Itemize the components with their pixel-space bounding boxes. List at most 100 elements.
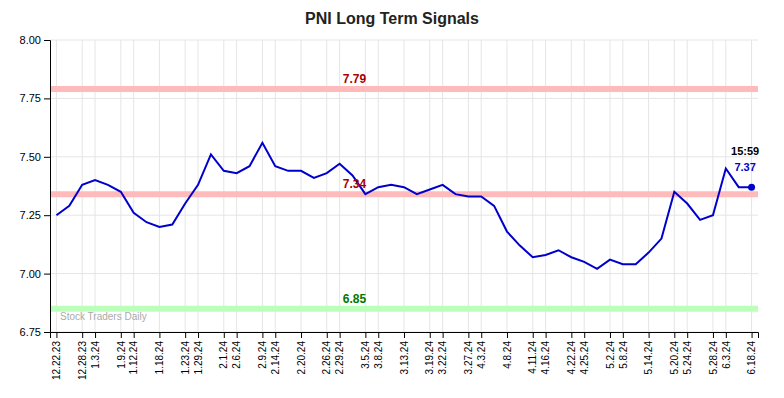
x-tick-label: 1.23.24: [180, 341, 191, 375]
grid-line-x: [506, 40, 507, 332]
x-tick-mark: [327, 332, 328, 338]
grid-line-x: [339, 40, 340, 332]
grid-line-x: [404, 40, 405, 332]
x-tick-mark: [687, 332, 688, 338]
x-tick-mark: [713, 332, 714, 338]
grid-line-x: [262, 40, 263, 332]
x-tick-mark: [571, 332, 572, 338]
x-tick: 2.26.24: [321, 332, 332, 374]
x-tick: 5.14.24: [643, 332, 654, 374]
y-tick-label: 7.00: [20, 268, 41, 280]
x-tick-label: 2.29.24: [334, 341, 345, 375]
y-tick-mark: [44, 157, 50, 158]
x-tick-mark: [443, 332, 444, 338]
x-tick-label: 4.16.24: [540, 341, 551, 375]
grid-line-x: [159, 40, 160, 332]
x-tick-mark: [752, 332, 753, 338]
x-tick-mark: [237, 332, 238, 338]
x-tick: 1.23.24: [180, 332, 191, 374]
x-tick-label: 3.13.24: [399, 341, 410, 375]
grid: [50, 40, 758, 332]
grid-line-x: [481, 40, 482, 332]
price-line: [56, 143, 751, 269]
x-tick: 3.22.24: [437, 332, 448, 374]
x-tick-mark: [82, 332, 83, 338]
x-tick-label: 4.3.24: [476, 341, 487, 369]
grid-line-x: [725, 40, 726, 332]
y-axis: 6.75 7.00 7.25 7.50 7.75 8.00: [20, 34, 51, 338]
x-tick-label: 2.20.24: [296, 341, 307, 375]
x-tick: 3.13.24: [399, 332, 410, 374]
x-tick-mark: [301, 332, 302, 338]
x-tick: 2.9.24: [257, 332, 268, 369]
x-tick: 3.8.24: [373, 332, 384, 369]
x-tick-mark: [275, 332, 276, 338]
y-tick: 7.25: [20, 209, 50, 221]
x-tick: 4.8.24: [502, 332, 513, 369]
y-tick-mark: [44, 332, 50, 333]
x-tick-label: 5.8.24: [618, 341, 629, 369]
x-tick: 4.22.24: [566, 332, 577, 374]
y-tick: 7.75: [20, 92, 50, 104]
chart-svg: PNI Long Term Signals 6.75 7.00 7.25 7.50 7.7…: [0, 0, 784, 398]
x-tick-label: 1.12.24: [128, 341, 139, 375]
x-tick-label: 2.6.24: [231, 341, 242, 369]
x-tick: 6.18.24: [746, 332, 757, 374]
x-axis: 12.22.2312.28.231.3.241.9.241.12.241.18.…: [51, 332, 759, 380]
x-tick-label: 3.8.24: [373, 341, 384, 369]
x-tick: 4.3.24: [476, 332, 487, 369]
y-tick-label: 7.50: [20, 151, 41, 163]
x-tick: 1.29.24: [193, 332, 204, 374]
y-tick-label: 7.25: [20, 209, 41, 221]
grid-line-x: [185, 40, 186, 332]
last-annotation: 7.37: [734, 161, 755, 173]
reference-line: [50, 191, 758, 197]
y-tick-label: 6.75: [20, 326, 41, 338]
y-tick-mark: [44, 215, 50, 216]
x-tick-label: 5.24.24: [682, 341, 693, 375]
x-tick: 3.19.24: [424, 332, 435, 374]
x-tick: 6.3.24: [721, 332, 732, 369]
grid-line-x: [236, 40, 237, 332]
x-tick-mark: [468, 332, 469, 338]
reference-label: 6.85: [343, 292, 367, 306]
plot: 6.757.007.257.507.758.0012.22.2312.28.23…: [20, 34, 760, 380]
x-tick-mark: [533, 332, 534, 338]
grid-line-x: [674, 40, 675, 332]
x-tick: 3.27.24: [463, 332, 474, 374]
x-tick-mark: [121, 332, 122, 338]
reference-line: [50, 86, 758, 92]
x-tick: 5.28.24: [708, 332, 719, 374]
grid-line-x: [468, 40, 469, 332]
x-tick-label: 5.28.24: [708, 341, 719, 375]
x-tick-label: 2.1.24: [218, 341, 229, 369]
x-tick-label: 1.18.24: [154, 341, 165, 375]
x-tick: 5.20.24: [669, 332, 680, 374]
grid-line-x: [622, 40, 623, 332]
x-tick-mark: [507, 332, 508, 338]
x-tick-mark: [365, 332, 366, 338]
x-tick: 1.9.24: [116, 332, 127, 369]
y-tick-mark: [44, 40, 50, 41]
y-axis-line: [44, 41, 51, 333]
x-tick: 2.20.24: [296, 332, 307, 374]
x-tick: 2.1.24: [218, 332, 229, 369]
x-tick-label: 4.8.24: [502, 341, 513, 369]
x-tick-mark: [224, 332, 225, 338]
x-tick-mark: [134, 332, 135, 338]
x-tick: 5.24.24: [682, 332, 693, 374]
grid-line-x: [429, 40, 430, 332]
watermark: Stock Traders Daily: [60, 311, 147, 322]
annotations: 7.797.346.8515:597.37Stock Traders Daily: [60, 72, 759, 322]
x-tick: 1.18.24: [154, 332, 165, 374]
x-tick-mark: [340, 332, 341, 338]
title: PNI Long Term Signals: [305, 10, 479, 27]
x-tick-mark: [262, 332, 263, 338]
x-tick-label: 1.29.24: [193, 341, 204, 375]
x-tick: 5.2.24: [605, 332, 616, 369]
x-tick: 2.29.24: [334, 332, 345, 374]
x-tick: 1.3.24: [90, 332, 101, 369]
y-tick: 8.00: [20, 34, 50, 46]
grid-line-x: [378, 40, 379, 332]
x-tick-label: 6.18.24: [746, 341, 757, 375]
